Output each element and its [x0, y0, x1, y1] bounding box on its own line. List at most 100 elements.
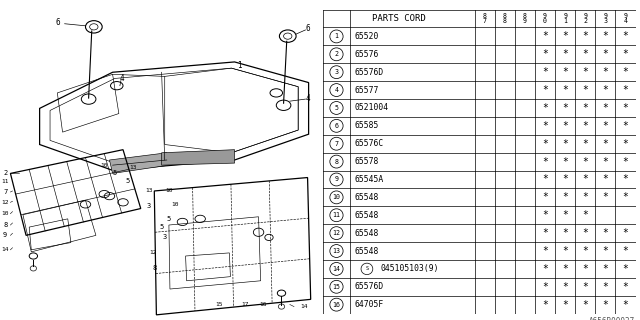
Text: *: * [582, 49, 588, 59]
Text: *: * [542, 228, 548, 238]
Text: 65577: 65577 [355, 85, 379, 95]
Text: 15: 15 [215, 302, 223, 307]
Text: 1: 1 [335, 33, 339, 39]
Text: *: * [562, 67, 568, 77]
Text: 11: 11 [332, 212, 340, 218]
Text: 3: 3 [163, 235, 167, 240]
Text: S: S [365, 266, 369, 271]
Text: *: * [623, 228, 628, 238]
Text: 4: 4 [305, 93, 310, 103]
Text: 9
0: 9 0 [543, 13, 547, 24]
Text: *: * [542, 282, 548, 292]
Text: 65576C: 65576C [355, 139, 384, 148]
Text: 12: 12 [1, 200, 9, 205]
Text: 10: 10 [165, 188, 173, 194]
Text: 10: 10 [332, 194, 340, 200]
Text: 12: 12 [332, 230, 340, 236]
Text: *: * [602, 174, 608, 185]
Text: 65545A: 65545A [355, 175, 384, 184]
Text: *: * [602, 121, 608, 131]
Text: 8: 8 [3, 222, 7, 228]
Text: *: * [623, 264, 628, 274]
Text: 4: 4 [335, 87, 339, 93]
Text: *: * [623, 103, 628, 113]
Text: 2: 2 [3, 171, 7, 176]
Text: *: * [582, 174, 588, 185]
Text: *: * [623, 192, 628, 202]
Text: 65548: 65548 [355, 193, 379, 202]
Text: 65548: 65548 [355, 246, 379, 255]
Text: 8
8: 8 8 [503, 13, 507, 24]
Text: *: * [582, 31, 588, 41]
Text: *: * [623, 246, 628, 256]
Text: 9
1: 9 1 [563, 13, 567, 24]
Text: 9
3: 9 3 [604, 13, 607, 24]
Text: 7: 7 [3, 189, 7, 195]
Text: 14: 14 [1, 247, 9, 252]
Text: 13: 13 [145, 188, 153, 194]
Text: *: * [623, 174, 628, 185]
Text: 16: 16 [259, 302, 266, 307]
Text: *: * [602, 139, 608, 149]
Text: 8: 8 [152, 265, 156, 271]
Text: *: * [562, 264, 568, 274]
Text: 65576D: 65576D [355, 68, 384, 77]
Text: 5: 5 [159, 224, 164, 230]
Text: *: * [582, 192, 588, 202]
Text: 5: 5 [113, 171, 117, 176]
Text: *: * [582, 210, 588, 220]
Text: 3: 3 [335, 69, 339, 75]
Text: *: * [582, 121, 588, 131]
Text: 045105103(9): 045105103(9) [381, 264, 440, 273]
Text: *: * [562, 31, 568, 41]
Text: 9
2: 9 2 [583, 13, 588, 24]
Text: *: * [542, 49, 548, 59]
Text: 64705F: 64705F [355, 300, 384, 309]
Text: *: * [562, 210, 568, 220]
Text: 17: 17 [241, 302, 249, 307]
Text: 65576: 65576 [355, 50, 379, 59]
Text: 2: 2 [335, 51, 339, 57]
Text: *: * [562, 85, 568, 95]
Text: *: * [602, 264, 608, 274]
Text: *: * [542, 300, 548, 310]
Text: 65548: 65548 [355, 211, 379, 220]
Text: *: * [562, 174, 568, 185]
Text: *: * [602, 228, 608, 238]
Text: *: * [582, 139, 588, 149]
Text: 6: 6 [305, 24, 310, 33]
Text: 13: 13 [130, 165, 137, 170]
Text: *: * [542, 85, 548, 95]
Text: *: * [623, 67, 628, 77]
Text: *: * [602, 246, 608, 256]
Polygon shape [161, 150, 235, 165]
Text: 5: 5 [125, 178, 129, 184]
Text: 65585: 65585 [355, 121, 379, 130]
Text: *: * [562, 228, 568, 238]
Text: 14: 14 [332, 266, 340, 272]
Text: 8
9: 8 9 [523, 13, 527, 24]
Text: *: * [602, 192, 608, 202]
Text: *: * [623, 300, 628, 310]
Text: *: * [602, 49, 608, 59]
Text: 5: 5 [335, 105, 339, 111]
Text: 4: 4 [120, 74, 124, 83]
Text: *: * [542, 31, 548, 41]
Text: *: * [602, 67, 608, 77]
Text: *: * [562, 192, 568, 202]
Text: *: * [602, 103, 608, 113]
Text: *: * [582, 156, 588, 167]
Text: 8
7: 8 7 [483, 13, 487, 24]
Text: 1: 1 [237, 60, 242, 69]
Text: *: * [623, 139, 628, 149]
Text: 10: 10 [172, 202, 179, 207]
Text: 6: 6 [335, 123, 339, 129]
Text: *: * [542, 264, 548, 274]
Text: 9: 9 [3, 232, 7, 238]
Text: 65576D: 65576D [355, 282, 384, 291]
Text: *: * [542, 156, 548, 167]
Text: *: * [582, 246, 588, 256]
Text: *: * [542, 67, 548, 77]
Text: 12: 12 [150, 251, 157, 255]
Text: *: * [602, 85, 608, 95]
